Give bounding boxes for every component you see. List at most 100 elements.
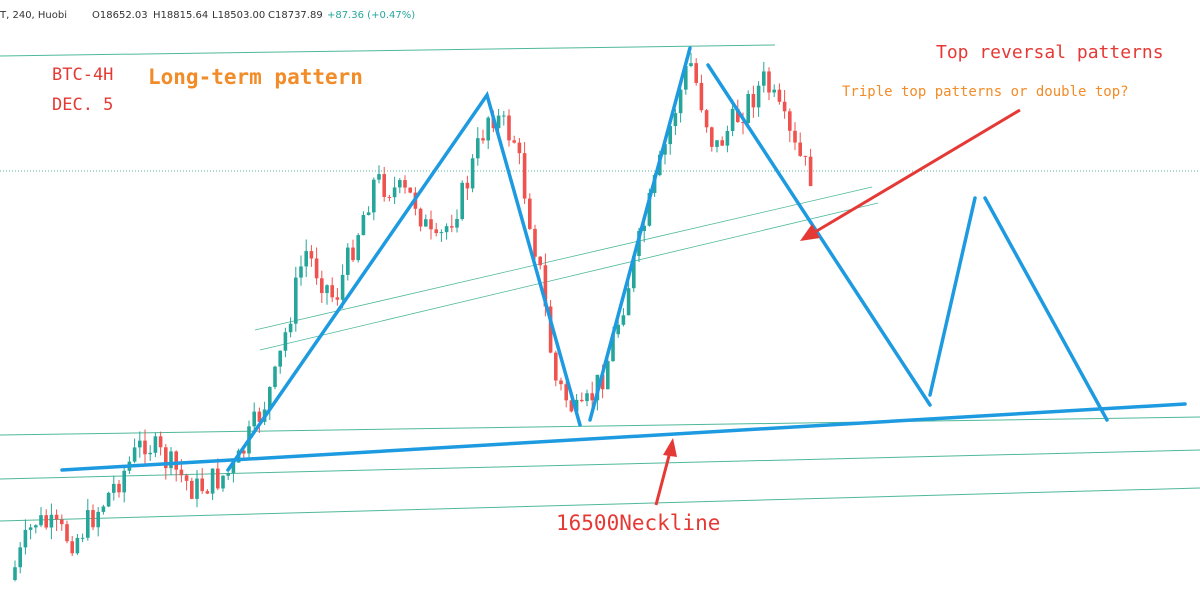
candle-body [195,478,199,499]
candle-body [476,138,480,159]
candle-body [356,235,360,261]
trend-line [0,449,1200,480]
candle-body [34,525,38,528]
candle-body [252,411,256,427]
candle-body [13,567,17,580]
trend-line [254,186,873,331]
trend-line [0,416,1200,436]
candle-body [86,510,90,538]
trend-line [0,44,776,57]
candle-body [91,510,95,528]
candle-body [112,483,116,493]
trend-line [259,202,879,351]
candle-body [626,288,631,316]
candle-body [200,478,204,492]
candle-body [49,514,54,528]
candle-body [580,399,584,402]
candle-body [179,469,184,476]
candle-body [340,274,345,300]
candle-body [351,247,355,261]
change: +87.36 (+0.47%) [327,10,415,21]
candle-body [184,475,189,481]
candle-body [699,82,704,111]
candle-body [694,63,698,83]
candle-body [788,111,792,131]
candle-body [210,468,215,494]
candle-body [278,350,282,367]
candle-body [496,115,501,129]
candle-body [65,524,69,542]
candle-body [44,515,48,528]
candle-body [590,393,594,401]
close: C18737.89 [268,10,323,21]
candle-body [559,380,563,385]
candle-body [746,93,750,124]
candle-body [304,251,308,267]
candle-body [273,366,277,388]
candle-body [372,179,376,213]
candle-body [226,472,230,476]
candle-body [798,142,802,156]
candle-body [684,65,688,90]
candle-body [23,529,28,548]
headline: Top reversal patterns [936,42,1164,63]
candle-body [330,285,334,298]
candle-body [18,547,22,568]
candle-body [268,387,272,410]
candle-body [132,447,137,462]
candle-body [574,399,579,412]
candle-body [314,258,319,279]
candle-body [320,278,324,294]
candle-body [803,155,808,157]
neckline-label: 16500Neckline [556,511,720,535]
candle-body [408,187,412,193]
candle-body [28,527,33,530]
candle-body [283,332,288,351]
header: T, 240, Huobi O18652.03 H18815.64 L18503… [0,10,415,21]
candle-body [715,140,719,147]
candle-body [512,140,516,143]
candle-body [392,187,397,198]
candle-body [481,138,485,141]
candle-body [793,130,797,143]
high: H18815.64 [153,10,208,21]
candle-body [668,126,672,145]
candle-body [434,229,438,234]
candle-body [673,113,678,127]
annotations: BTC-4H DEC. 5 Long-term pattern Top reve… [52,42,1164,535]
candle-body [444,226,449,233]
candle-body [164,447,168,469]
candle-body [585,393,589,402]
candle-body [387,196,392,198]
candle-body [205,491,210,494]
candle-body [647,192,652,226]
candle-body [288,323,293,333]
candle-body [231,462,236,473]
candle-body [621,315,626,325]
candle-body [725,131,730,146]
candle-body [756,85,761,108]
candle-body [486,117,490,141]
candle-body [642,225,646,231]
candle-body [106,492,111,507]
candle-body [689,63,693,66]
candle-body [117,483,121,493]
candle-body [96,511,100,528]
candle-body [777,89,782,102]
candle-body [169,451,173,469]
candle-body [751,93,756,108]
candle-body [465,182,470,189]
candle-body [366,212,371,216]
arrow-head [800,224,820,241]
candle-body [741,122,745,124]
candle-body [429,219,433,230]
candle-body [538,256,542,266]
candle-body [517,142,522,154]
zigzag [588,46,692,422]
candle-body [335,297,340,300]
trend-line [0,487,1200,522]
candle-body [299,266,303,278]
candle-body [294,277,298,324]
